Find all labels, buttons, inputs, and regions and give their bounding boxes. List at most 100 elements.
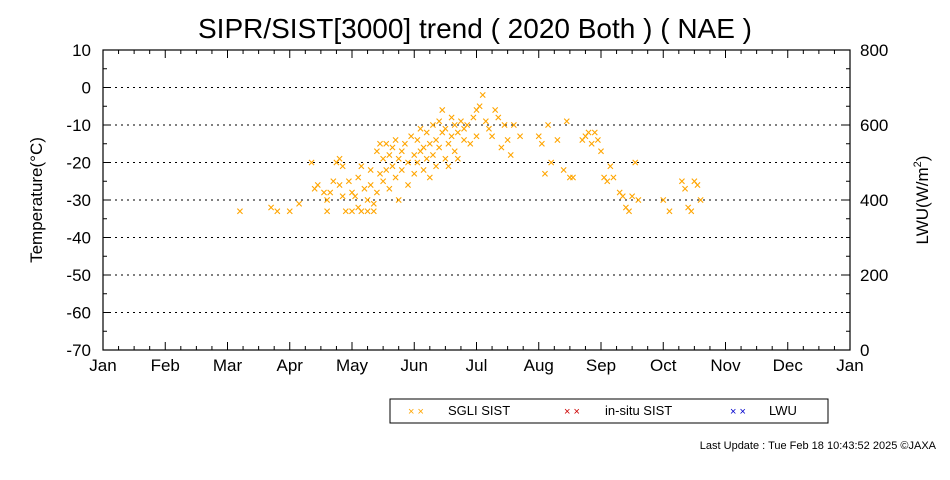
- data-point: [604, 178, 611, 185]
- data-point: [386, 152, 393, 158]
- y-axis-left-title: Temperature(°C): [27, 137, 46, 263]
- y-tick-label-right: 800: [860, 41, 888, 60]
- x-tick-label: Jan: [89, 356, 116, 375]
- y-tick-label-left: -20: [66, 154, 91, 173]
- data-point: [461, 137, 468, 143]
- data-point: [274, 208, 281, 215]
- x-tick-label: May: [336, 356, 369, 375]
- data-point: [501, 122, 508, 128]
- x-tick-label: Mar: [213, 356, 243, 375]
- data-point: [411, 170, 418, 177]
- data-point: [408, 133, 415, 140]
- data-point: [498, 144, 505, 151]
- data-point: [470, 114, 477, 121]
- data-point: [352, 193, 359, 200]
- data-point: [688, 208, 695, 215]
- data-point: [563, 118, 570, 125]
- y-axis-right-title-end: ): [913, 156, 932, 162]
- data-point: [507, 152, 514, 158]
- legend: × × SGLI SIST × × in-situ SIST × × LWU: [389, 398, 829, 424]
- data-point: [619, 193, 626, 200]
- x-tick-label: Dec: [773, 356, 804, 375]
- data-point: [485, 125, 492, 132]
- data-point: [482, 118, 489, 125]
- last-update-text: Last Update : Tue Feb 18 10:43:52 2025 ©…: [700, 440, 937, 452]
- data-point: [594, 137, 601, 143]
- data-point: [448, 133, 455, 140]
- data-point: [380, 178, 387, 185]
- data-point: [629, 193, 636, 200]
- data-point: [439, 107, 446, 113]
- data-point: [489, 133, 496, 140]
- left-axis: 10 0 -10 -20 -30 -40 -50 -60 -70: [66, 41, 111, 360]
- data-point: [495, 114, 502, 121]
- legend-marker-sglisist: × ×: [408, 406, 424, 418]
- data-point: [392, 174, 399, 181]
- data-point: [324, 197, 331, 203]
- data-point: [308, 159, 315, 166]
- data-point: [327, 189, 334, 196]
- data-point: [364, 197, 371, 203]
- x-tick-label: Sep: [586, 356, 616, 375]
- data-point: [473, 133, 480, 140]
- x-tick-label: Aug: [524, 356, 554, 375]
- data-point: [426, 174, 433, 181]
- data-point: [678, 178, 685, 185]
- data-point: [286, 208, 293, 215]
- data-point: [339, 163, 346, 170]
- y-tick-label-left: 0: [82, 79, 91, 98]
- data-point: [268, 204, 275, 211]
- data-point: [436, 144, 443, 151]
- data-point: [420, 144, 427, 151]
- data-point: [367, 182, 374, 188]
- data-point: [364, 208, 371, 215]
- data-point: [336, 182, 343, 188]
- y-axis-right-title-main: LWU(W/m: [913, 167, 932, 244]
- legend-label-lwu: LWU: [769, 403, 797, 418]
- data-point: [349, 208, 355, 215]
- data-point: [457, 118, 464, 125]
- data-point: [492, 107, 499, 113]
- x-tick-label: Oct: [650, 356, 677, 375]
- data-point: [401, 140, 408, 147]
- data-point: [420, 167, 427, 173]
- data-point: [361, 185, 368, 192]
- data-point: [389, 163, 396, 170]
- data-point: [632, 159, 639, 166]
- data-point: [358, 163, 365, 170]
- data-point: [398, 167, 405, 173]
- data-point: [405, 159, 412, 166]
- data-point: [426, 140, 433, 147]
- data-point: [411, 152, 418, 158]
- data-point: [377, 140, 384, 147]
- data-point: [414, 159, 421, 166]
- data-point: [370, 208, 377, 215]
- data-point: [541, 170, 548, 177]
- data-point: [479, 92, 486, 98]
- x-axis: Jan Feb Mar Apr May Jun Jul Aug Sep Oct Nov Dec Jan: [89, 50, 864, 375]
- data-point: [626, 208, 633, 215]
- data-point: [476, 103, 483, 110]
- data-point: [660, 197, 667, 203]
- x-tick-label: Nov: [710, 356, 741, 375]
- y-tick-label-right: 200: [860, 266, 888, 285]
- y-axis-right-title-sup: 2: [912, 161, 924, 167]
- legend-label-sglisist: SGLI SIST: [448, 403, 510, 418]
- data-point: [386, 185, 393, 192]
- data-point: [445, 163, 452, 170]
- data-point: [467, 140, 474, 147]
- x-tick-label: Feb: [151, 356, 180, 375]
- data-point: [448, 114, 455, 121]
- x-tick-label: Jun: [401, 356, 428, 375]
- data-point: [666, 208, 673, 215]
- data-point: [336, 155, 343, 162]
- data-point: [454, 129, 461, 136]
- data-point: [370, 200, 377, 207]
- data-point: [345, 178, 352, 185]
- data-point: [367, 167, 374, 173]
- data-point: [545, 122, 552, 128]
- data-point: [569, 174, 576, 181]
- data-point: [314, 182, 321, 188]
- data-point: [405, 182, 412, 188]
- y-tick-label-left: -40: [66, 229, 91, 248]
